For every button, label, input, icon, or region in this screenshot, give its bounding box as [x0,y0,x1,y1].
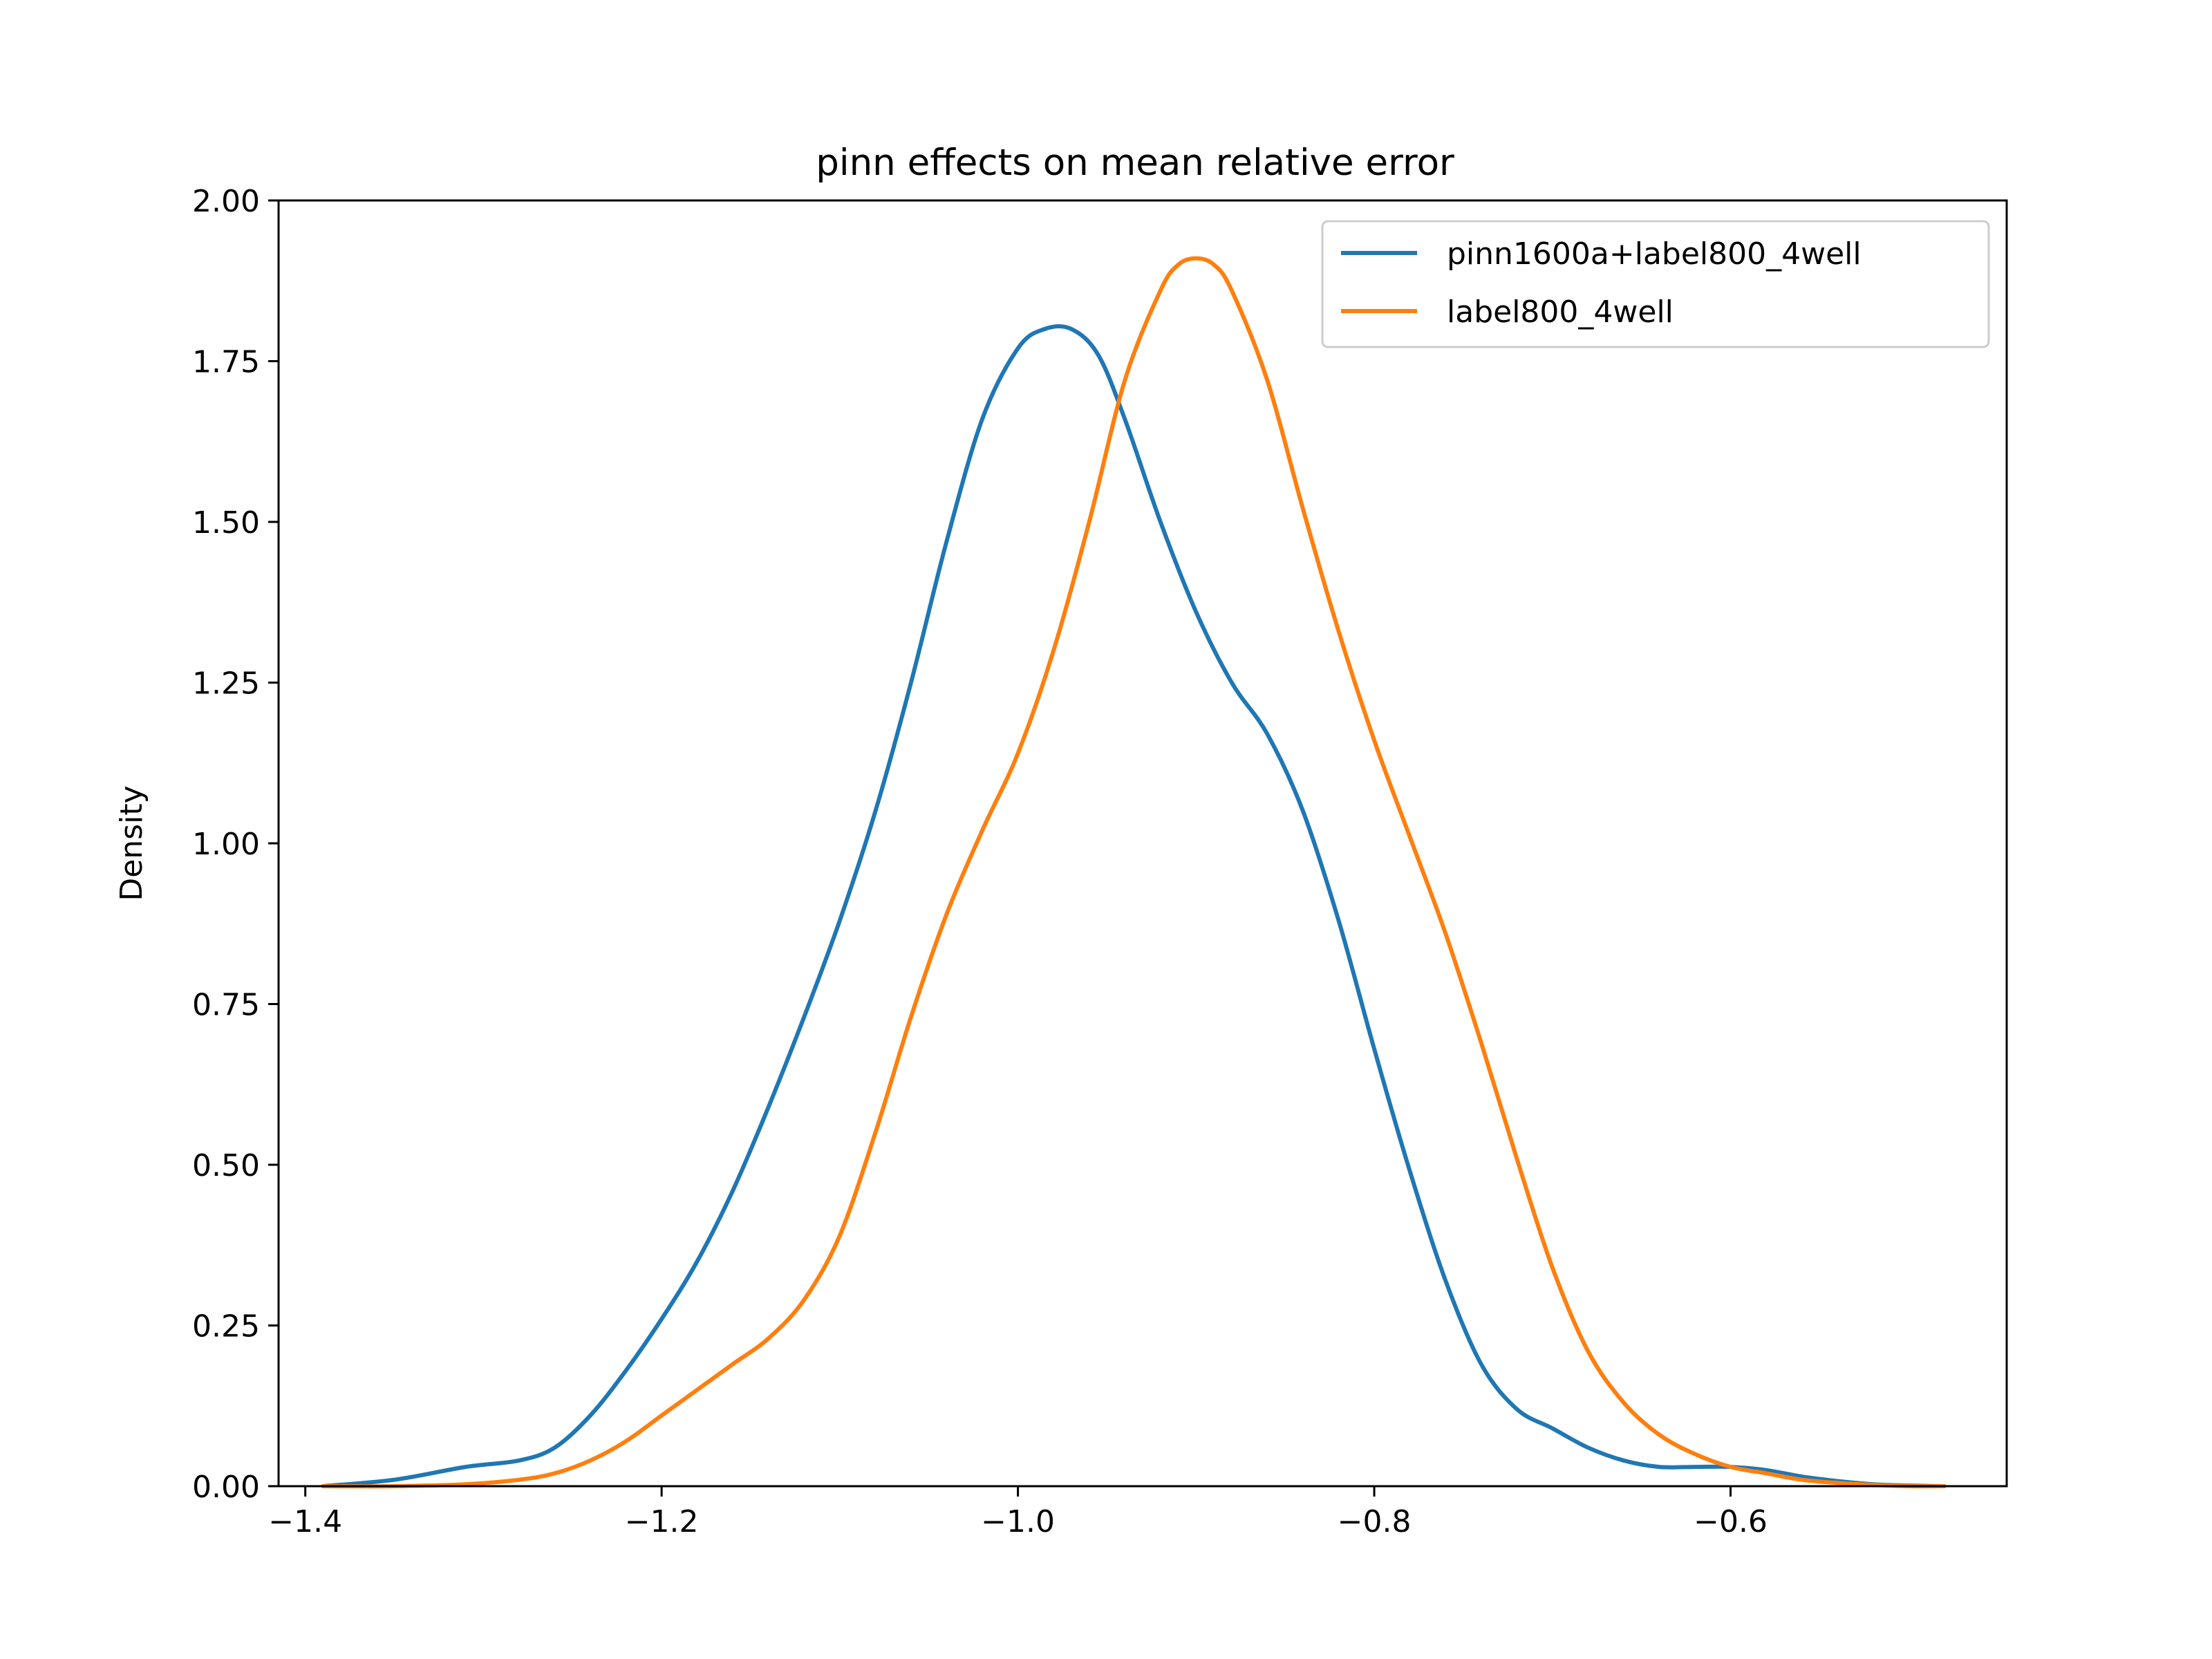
series-line-1 [321,256,1947,1489]
legend-label-1: label800_4well [1447,294,1674,330]
y-axis-ticks: 0.00 0.25 0.50 0.75 1.00 1.25 1.50 1.75 2.00 [192,184,279,1505]
y-tick-label: 1.00 [192,827,260,862]
y-tick-label: 2.00 [192,184,260,219]
legend-label-0: pinn1600a+label800_4well [1447,236,1862,272]
y-tick-label: 1.75 [192,345,260,380]
y-tick-label: 0.75 [192,988,260,1023]
series-line-0 [321,324,1947,1488]
x-tick-label: −0.6 [1694,1504,1768,1539]
plot-area-frame [277,199,2008,1488]
y-tick-label: 0.50 [192,1148,260,1183]
x-tick-label: −0.8 [1338,1504,1412,1539]
x-tick-label: −1.4 [268,1504,342,1539]
x-tick-label: −1.2 [625,1504,699,1539]
x-axis-ticks: −1.4 −1.2 −1.0 −0.8 −0.6 [268,1486,1768,1539]
legend-box [1321,220,1990,348]
y-tick-label: 1.25 [192,666,260,702]
series-layer [321,256,1947,1489]
y-axis-title: Density [114,785,149,901]
legend: pinn1600a+label800_4well label800_4well [1321,220,1990,348]
chart-title: pinn effects on mean relative error [816,142,1454,184]
y-tick-label: 1.50 [192,505,260,541]
y-tick-label: 0.00 [192,1470,260,1505]
y-tick-label: 0.25 [192,1309,260,1344]
x-tick-label: −1.0 [981,1504,1055,1539]
